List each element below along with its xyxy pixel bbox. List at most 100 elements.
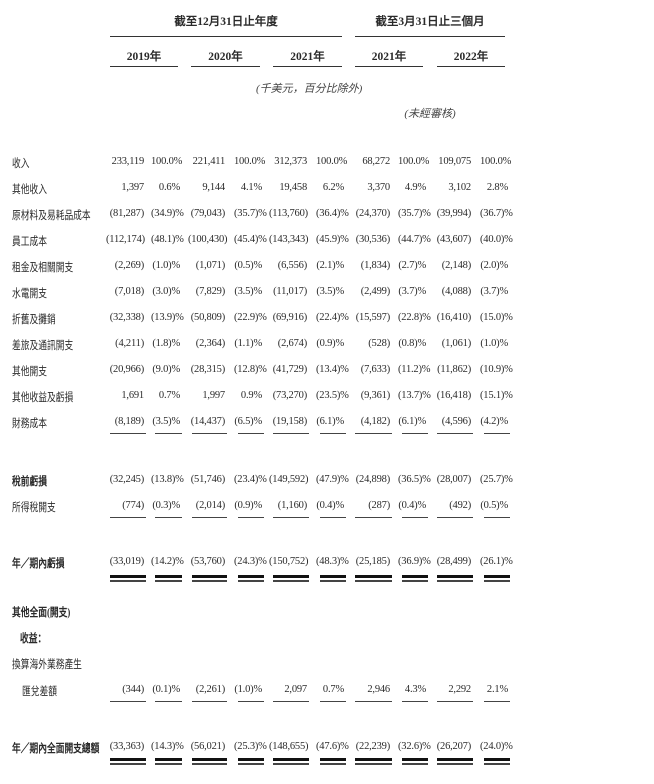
amount-cell: (113,760) <box>269 208 308 219</box>
percentage-cell: 0.6% <box>158 182 180 193</box>
amount-cell: (81,287) <box>109 208 144 219</box>
double-underline <box>273 575 309 582</box>
amount-cell: (6,556) <box>277 260 307 271</box>
percentage-cell: (23.5)% <box>316 390 349 401</box>
percentage-cell: (6.1)% <box>316 416 344 427</box>
row-label: 其他全面(開支) <box>12 607 71 619</box>
percentage-cell: (14.3)% <box>151 741 184 752</box>
percentage-cell: (36.4)% <box>316 208 349 219</box>
percentage-cell: 100.0% <box>234 156 266 167</box>
percentage-cell: (0.5)% <box>234 260 262 271</box>
amount-cell: (528) <box>368 338 390 349</box>
underline <box>155 433 182 434</box>
amount-cell: (39,994) <box>436 208 471 219</box>
amount-cell: (4,088) <box>441 286 471 297</box>
amount-cell: 3,370 <box>367 182 390 193</box>
percentage-cell: (32.6)% <box>398 741 431 752</box>
percentage-cell: 6.2% <box>322 182 344 193</box>
underline <box>320 517 346 518</box>
percentage-cell: (22.9)% <box>234 312 267 323</box>
percentage-cell: (1.1)% <box>234 338 262 349</box>
row-label: 其他收入 <box>12 184 47 196</box>
percentage-cell: (6.1)% <box>398 416 426 427</box>
amount-cell: (53,760) <box>190 556 225 567</box>
percentage-cell: (26.1)% <box>480 556 513 567</box>
amount-cell: (33,363) <box>109 741 144 752</box>
underline <box>273 517 309 518</box>
underline <box>110 517 146 518</box>
year-header-2019: 2019年 <box>126 51 162 63</box>
amount-cell: (150,752) <box>269 556 309 567</box>
quarter-header-2021: 2021年 <box>371 51 407 63</box>
percentage-cell: (11.2)% <box>398 364 431 375</box>
percentage-cell: (0.8)% <box>398 338 426 349</box>
amount-cell: 1,691 <box>121 390 144 401</box>
divider <box>437 66 505 67</box>
underline <box>192 701 227 702</box>
percentage-cell: (13.7)% <box>398 390 431 401</box>
percentage-cell: 100.0% <box>151 156 183 167</box>
percentage-cell: (10.9)% <box>480 364 513 375</box>
underline <box>320 701 346 702</box>
percentage-cell: (35.7)% <box>234 208 267 219</box>
double-underline <box>238 758 264 765</box>
amount-cell: (2,014) <box>195 500 225 511</box>
underline <box>273 701 309 702</box>
percentage-cell: (25.3)% <box>234 741 267 752</box>
underline <box>402 517 428 518</box>
row-label: 折舊及攤銷 <box>12 314 56 326</box>
percentage-cell: (6.5)% <box>234 416 262 427</box>
amount-cell: 109,075 <box>438 156 471 167</box>
amount-cell: (15,597) <box>355 312 390 323</box>
percentage-cell: (45.9)% <box>316 234 349 245</box>
amount-cell: (32,245) <box>109 474 144 485</box>
amount-cell: (4,596) <box>441 416 471 427</box>
divider <box>355 36 505 37</box>
percentage-cell: 100.0% <box>480 156 512 167</box>
underline <box>155 517 182 518</box>
double-underline <box>110 758 146 765</box>
double-underline <box>355 575 392 582</box>
amount-cell: 68,272 <box>362 156 390 167</box>
percentage-cell: (2.7)% <box>398 260 426 271</box>
amount-cell: (9,361) <box>360 390 390 401</box>
double-underline <box>484 575 510 582</box>
quarter-header-2022: 2022年 <box>453 51 489 63</box>
row-label: 收益： <box>20 633 47 645</box>
amount-cell: (2,499) <box>360 286 390 297</box>
amount-cell: (32,338) <box>109 312 144 323</box>
amount-cell: (4,182) <box>360 416 390 427</box>
amount-cell: (1,061) <box>441 338 471 349</box>
amount-cell: 3,102 <box>448 182 471 193</box>
double-underline <box>155 575 182 582</box>
year-header-2020: 2020年 <box>208 51 243 63</box>
percentage-cell: (0.4)% <box>398 500 426 511</box>
row-label: 差旅及通訊開支 <box>12 340 74 352</box>
underline <box>484 433 510 434</box>
unaudited-note: (未經審核) <box>404 108 456 120</box>
amount-cell: (16,410) <box>436 312 471 323</box>
divider <box>273 66 342 67</box>
amount-cell: (41,729) <box>272 364 307 375</box>
row-label: 原材料及易耗品成本 <box>12 210 91 222</box>
row-label: 收入 <box>12 158 30 170</box>
amount-cell: (1,071) <box>195 260 225 271</box>
underline <box>437 517 473 518</box>
percentage-cell: (48.1)% <box>151 234 184 245</box>
percentage-cell: (22.4)% <box>316 312 349 323</box>
amount-cell: (30,536) <box>355 234 390 245</box>
amount-cell: (492) <box>449 500 471 511</box>
underline <box>355 517 392 518</box>
double-underline <box>320 575 346 582</box>
percentage-cell: (47.9)% <box>316 474 349 485</box>
row-label: 水電開支 <box>12 288 47 300</box>
double-underline <box>484 758 510 765</box>
amount-cell: (22,239) <box>355 741 390 752</box>
percentage-cell: 4.3% <box>404 684 426 695</box>
amount-cell: (28,499) <box>436 556 471 567</box>
percentage-cell: (3.5)% <box>152 416 180 427</box>
amount-cell: (2,269) <box>114 260 144 271</box>
amount-cell: (43,607) <box>436 234 471 245</box>
double-underline <box>155 758 182 765</box>
amount-cell: (11,862) <box>437 364 471 375</box>
